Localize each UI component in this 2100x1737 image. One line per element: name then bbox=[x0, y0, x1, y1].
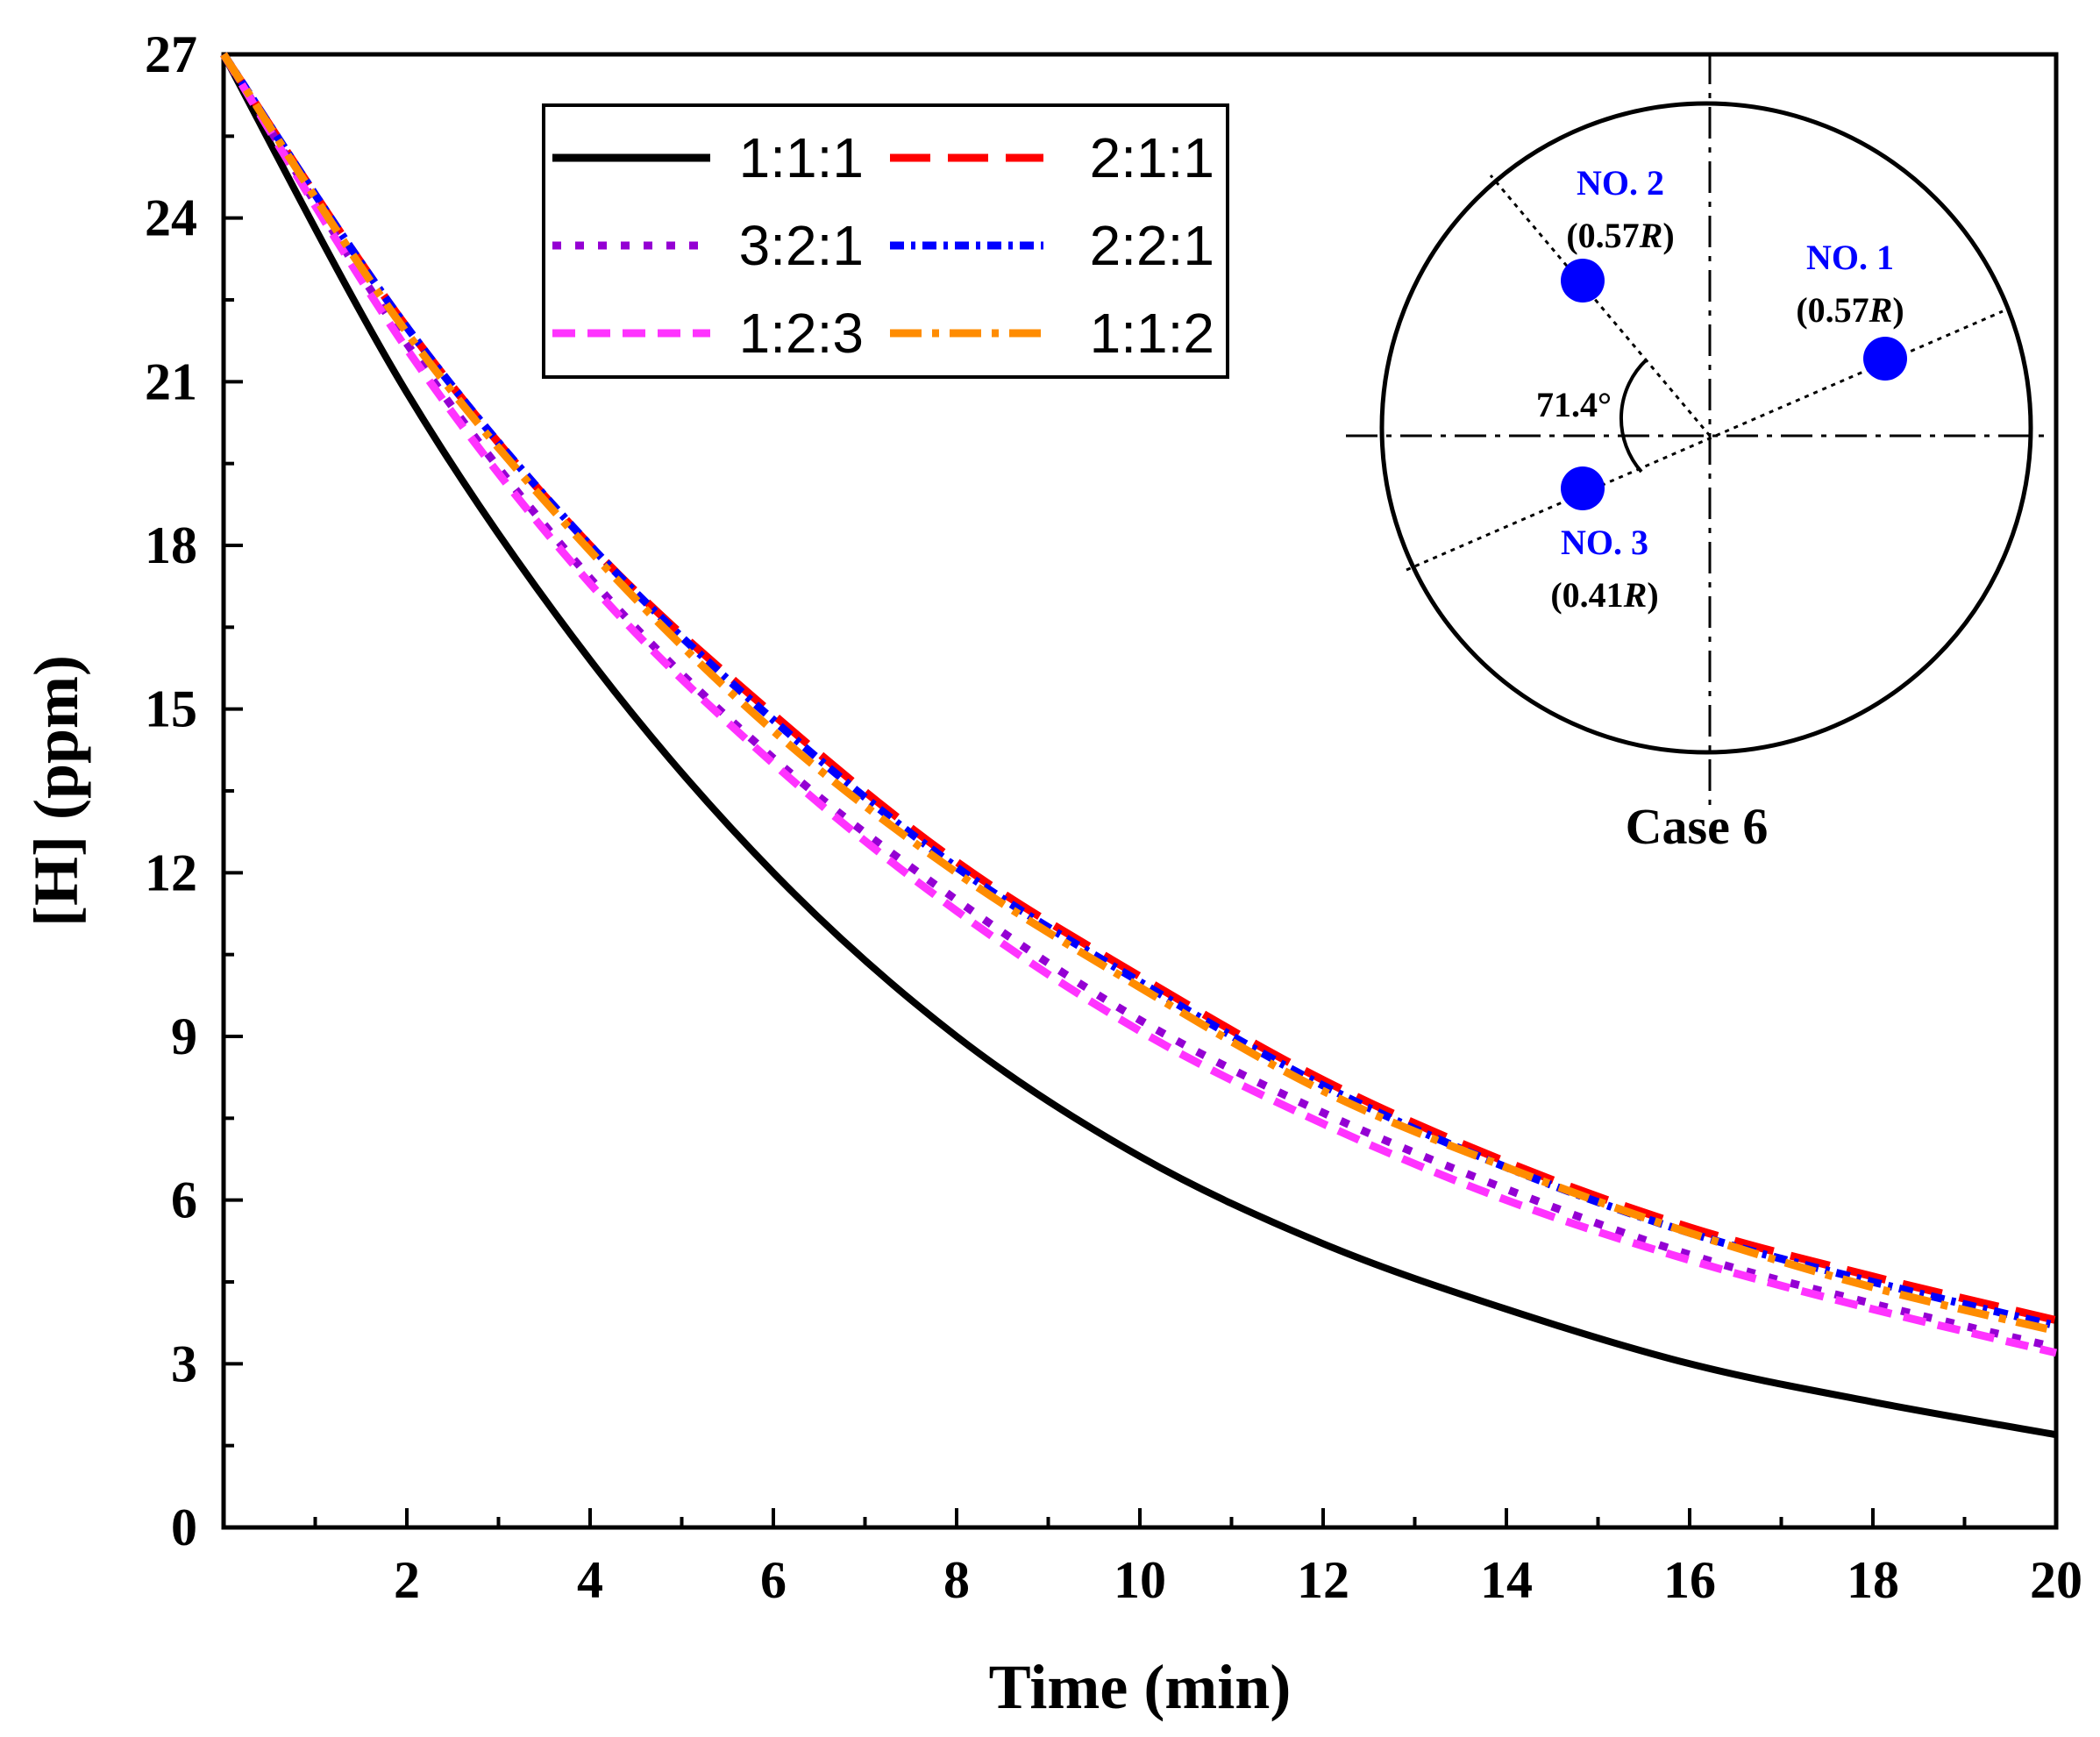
y-tick-label: 0 bbox=[171, 1499, 197, 1556]
x-tick-label: 16 bbox=[1663, 1551, 1716, 1609]
x-tick-label: 14 bbox=[1480, 1551, 1533, 1609]
radial-line-no2 bbox=[1489, 174, 1712, 437]
x-tick-label: 18 bbox=[1847, 1551, 1899, 1609]
series-line-1:1:1 bbox=[220, 53, 2057, 1439]
series-line-1:1:2 bbox=[220, 52, 2058, 1335]
point-no1-radius: (0.57R) bbox=[1796, 290, 1904, 330]
inset-diagram: 71.4° NO. 1 (0.57R) NO. 2 (0.57R) NO. 3 … bbox=[1346, 53, 2047, 855]
point-no2 bbox=[1561, 259, 1605, 303]
series-layer bbox=[220, 52, 2058, 1439]
legend-label-3:2:1: 3:2:1 bbox=[739, 214, 864, 277]
x-tick-label: 20 bbox=[2030, 1551, 2082, 1609]
legend-label-1:1:1: 1:1:1 bbox=[739, 126, 864, 189]
angle-arc bbox=[1619, 358, 1648, 473]
y-tick-label: 3 bbox=[171, 1335, 197, 1392]
angle-label: 71.4° bbox=[1536, 385, 1612, 424]
legend-label-1:2:3: 1:2:3 bbox=[739, 302, 864, 365]
point-no2-label: NO. 2 bbox=[1577, 163, 1664, 203]
y-tick-label: 9 bbox=[171, 1007, 197, 1065]
series-line-1:2:3 bbox=[220, 52, 2058, 1357]
y-tick-label: 18 bbox=[145, 516, 197, 574]
x-tick-label: 2 bbox=[394, 1551, 420, 1609]
point-no2-radius: (0.57R) bbox=[1566, 216, 1674, 255]
x-tick-label: 4 bbox=[577, 1551, 603, 1609]
inset-caption: Case 6 bbox=[1626, 798, 1769, 855]
y-tick-label: 15 bbox=[145, 680, 197, 738]
y-tick-label: 24 bbox=[145, 189, 197, 247]
point-no3 bbox=[1561, 466, 1605, 510]
point-no1 bbox=[1863, 337, 1907, 381]
x-axis-title: Time (min) bbox=[989, 1652, 1292, 1722]
point-no3-radius: (0.41R) bbox=[1550, 575, 1658, 615]
legend: 1:1:1 2:1:1 3:2:1 2:2:1 1:2:3 1:1:2 bbox=[542, 103, 1229, 379]
x-tick-label: 8 bbox=[943, 1551, 970, 1609]
legend-label-2:1:1: 2:1:1 bbox=[1090, 126, 1214, 189]
legend-label-2:2:1: 2:2:1 bbox=[1090, 214, 1214, 277]
x-tick-label: 10 bbox=[1114, 1551, 1166, 1609]
x-tick-label: 6 bbox=[760, 1551, 787, 1609]
y-tick-label: 21 bbox=[145, 352, 197, 410]
radial-line-no1-no3 bbox=[1406, 310, 2004, 572]
legend-label-1:1:2: 1:1:2 bbox=[1090, 302, 1214, 365]
point-no3-label: NO. 3 bbox=[1561, 523, 1648, 562]
y-tick-label: 6 bbox=[171, 1171, 197, 1229]
inset-circle bbox=[1379, 101, 2033, 755]
series-line-2:1:1 bbox=[220, 52, 2058, 1324]
point-no1-label: NO. 1 bbox=[1806, 238, 1894, 277]
y-tick-label: 27 bbox=[145, 25, 197, 83]
y-axis-title: [H] (ppm) bbox=[21, 655, 91, 927]
y-tick-label: 12 bbox=[145, 844, 197, 901]
x-tick-label: 12 bbox=[1297, 1551, 1349, 1609]
